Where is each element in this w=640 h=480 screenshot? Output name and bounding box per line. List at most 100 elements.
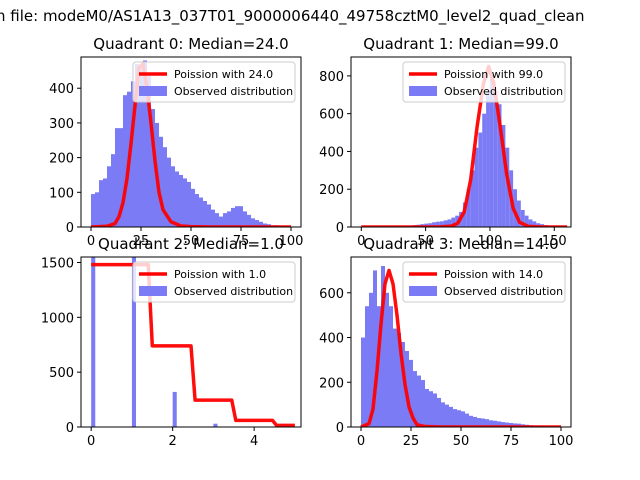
histogram-bar <box>435 221 440 227</box>
histogram-bar <box>227 211 231 227</box>
x-tick-label: 50 <box>183 234 200 249</box>
histogram-bar <box>443 220 448 227</box>
legend-box <box>132 61 296 103</box>
histogram-bar <box>513 189 517 227</box>
histogram-bar <box>432 222 436 227</box>
histogram-bar <box>171 166 175 227</box>
plot-area <box>91 257 295 427</box>
y-tick-label: 0 <box>336 421 344 436</box>
histogram-bar <box>451 217 456 227</box>
histogram-bar <box>99 180 103 227</box>
histogram-bar <box>183 178 187 227</box>
histogram-bar <box>470 170 475 227</box>
legend-box <box>402 61 566 103</box>
histogram-bar <box>457 410 461 427</box>
x-tick-label: 0 <box>87 434 95 449</box>
histogram-bar <box>103 178 107 227</box>
histogram-bar <box>433 393 437 427</box>
legend-hist-label: Observed distribution <box>174 85 293 98</box>
histogram-bar <box>159 136 163 227</box>
x-tick-label: 50 <box>453 434 470 449</box>
legend: Poission with 14.0 Observed distribution <box>402 261 566 303</box>
histogram-bar <box>365 306 369 427</box>
histogram-bar <box>501 125 506 227</box>
legend-hist-swatch <box>139 86 167 96</box>
histogram-bar <box>489 75 494 227</box>
histogram-bar <box>247 214 251 227</box>
y-tick-label: 200 <box>49 152 74 167</box>
legend-curve-label: Poission with 24.0 <box>174 68 273 81</box>
histogram-bar <box>111 154 115 227</box>
histogram-bar <box>493 420 497 427</box>
legend-hist-swatch <box>139 286 167 296</box>
legend-hist-label: Observed distribution <box>444 285 563 298</box>
legend: Poission with 1.0 Observed distribution <box>132 261 296 303</box>
histogram-bar <box>461 411 465 427</box>
histogram-bar <box>481 418 485 427</box>
subplot-quadrant-1: 0 50 100 150 0 200 400 600 800 Quadrant 1: Median… <box>319 35 572 249</box>
legend-hist-label: Observed distribution <box>174 285 293 298</box>
histogram-bar <box>211 209 215 227</box>
histogram-bar <box>123 95 127 227</box>
x-tick-label: 75 <box>233 234 250 249</box>
histogram-bar <box>473 416 477 427</box>
histogram-bar <box>191 188 195 227</box>
histogram-bar <box>486 91 490 227</box>
histogram-bar <box>199 197 203 227</box>
figure-suptitle: n file: modeM0/AS1A13_037T01_9000006440_… <box>0 7 585 26</box>
x-tick-label: 25 <box>403 434 420 449</box>
histogram-bar <box>449 406 453 427</box>
axes-frame <box>350 56 572 228</box>
histogram-bar <box>425 388 429 427</box>
histogram-bar <box>151 109 155 227</box>
y-tick-label: 1000 <box>41 311 74 326</box>
histogram-bar <box>215 213 219 227</box>
histogram-bar <box>235 206 239 227</box>
y-tick-label: 1500 <box>41 256 74 271</box>
legend-hist-swatch <box>409 286 437 296</box>
histogram-bar <box>497 104 502 227</box>
x-tick-label: 0 <box>87 234 95 249</box>
histogram-bar <box>115 128 119 227</box>
y-tick-label: 100 <box>49 186 74 201</box>
legend-curve-label: Poission with 1.0 <box>174 268 266 281</box>
histogram-bar <box>143 60 147 227</box>
x-tick-label: 150 <box>542 234 567 249</box>
x-tick-label: 100 <box>478 234 503 249</box>
histogram-bar <box>477 418 481 427</box>
histogram-bar <box>393 328 397 427</box>
histogram-bar <box>172 391 177 427</box>
x-tick-label: 0 <box>357 234 365 249</box>
x-tick-label: 25 <box>133 234 150 249</box>
subplot-title: Quadrant 1: Median=99.0 <box>363 35 558 53</box>
histogram-bar <box>207 204 211 227</box>
y-tick-label: 600 <box>319 287 344 302</box>
histogram-bar <box>251 218 255 227</box>
legend: Poission with 99.0 Observed distribution <box>402 61 566 103</box>
legend-box <box>132 261 296 303</box>
histogram-bar <box>441 402 445 427</box>
histogram-bar <box>462 202 467 227</box>
histogram-bar <box>466 189 471 227</box>
histogram-bar <box>445 404 449 427</box>
y-tick-label: 400 <box>49 82 74 97</box>
histogram-bar <box>409 359 413 427</box>
histogram-bar <box>469 415 473 427</box>
histogram-bar <box>239 206 243 227</box>
histogram-bar <box>119 128 123 227</box>
histogram-bar <box>369 292 373 427</box>
histogram-bar <box>223 213 227 227</box>
histogram-bar <box>91 194 95 227</box>
poisson-curve <box>91 262 295 427</box>
histogram-bar <box>528 219 533 227</box>
x-tick-label: 100 <box>549 434 574 449</box>
histogram-bar <box>219 216 223 227</box>
histogram-bar <box>389 306 393 427</box>
histogram-bar <box>482 113 487 227</box>
histogram-bar <box>516 200 521 227</box>
y-tick-label: 400 <box>319 145 344 160</box>
histogram-bar <box>401 342 405 427</box>
histogram-bar <box>139 67 143 227</box>
